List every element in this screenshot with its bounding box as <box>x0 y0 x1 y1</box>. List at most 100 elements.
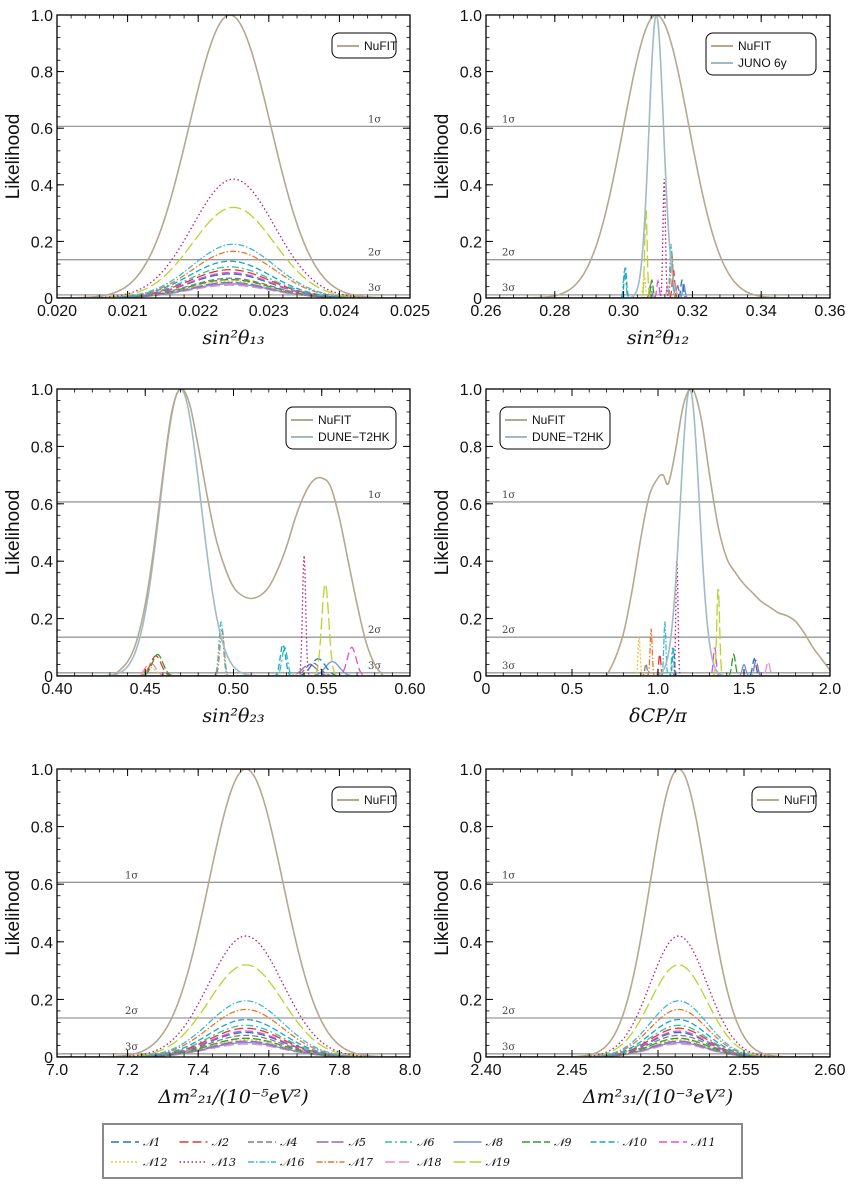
models-legend-label-N10: 𝒩10 <box>623 1136 648 1149</box>
sigma-label-3: 3σ <box>368 661 381 672</box>
y-tick-label: 0.2 <box>31 992 53 1009</box>
legend-entry: DUNE−T2HK <box>532 430 604 444</box>
y-tick-label: 0.8 <box>31 820 53 837</box>
panel-6: 1σ 2σ 3σ2.40 2.45 2.50 2.55 2.60 0 0.2 0.4 0.6 0.8 1… <box>432 762 846 1108</box>
x-tick-label: 0.021 <box>108 303 148 320</box>
model-curve-N13 <box>57 178 410 298</box>
sigma-label-2: 2σ <box>368 625 381 636</box>
y-axis-label: Likelihood <box>432 114 453 200</box>
model-curve-N16 <box>486 1000 830 1057</box>
y-tick-label: 1.0 <box>460 382 482 399</box>
legend-box <box>751 786 817 813</box>
sigma-label-1: 1σ <box>368 490 381 501</box>
plot-frame <box>56 14 411 299</box>
x-tick-label: 0.36 <box>814 303 845 320</box>
y-tick-label: 1.0 <box>460 762 482 779</box>
x-tick-label: 2.40 <box>470 1062 501 1079</box>
legend: NuFIT DUNE−T2HK <box>285 406 397 450</box>
models-legend-label-N19: 𝒩19 <box>486 1156 511 1169</box>
y-tick-label: 0.8 <box>460 439 482 456</box>
legend-entry: NuFIT <box>738 39 772 53</box>
y-axis-label: Likelihood <box>3 114 24 200</box>
model-curve-N17 <box>57 250 410 298</box>
models-legend-label-N13: 𝒩13 <box>212 1156 237 1169</box>
x-tick-label: 0.45 <box>130 681 161 698</box>
x-axis-label: sin²θ₁₂ <box>627 327 689 349</box>
sigma-label-2: 2σ <box>502 1006 515 1017</box>
sigma-label-3: 3σ <box>502 1042 515 1053</box>
model-curve-N2 <box>486 1027 830 1057</box>
legend-box <box>499 406 611 450</box>
x-tick-label: 0.26 <box>470 303 501 320</box>
y-tick-label: 1.0 <box>31 762 53 779</box>
model-curve-N16 <box>57 1000 410 1057</box>
x-tick-label: 7.2 <box>116 1062 138 1079</box>
y-tick-label: 1.0 <box>31 8 53 25</box>
legend-box <box>285 406 397 450</box>
model-curve-N6 <box>57 1024 410 1057</box>
y-tick-label: 0.6 <box>31 877 53 894</box>
x-axis-label: sin²θ₁₃ <box>202 327 264 349</box>
model-curve-N2 <box>486 270 830 298</box>
model-curve-N17 <box>57 626 410 676</box>
sigma-label-3: 3σ <box>502 661 515 672</box>
models-legend-label-N9: 𝒩9 <box>554 1136 572 1149</box>
plot-frame <box>56 768 411 1058</box>
y-tick-label: 0.6 <box>460 121 482 138</box>
x-tick-label: 7.0 <box>46 1062 68 1079</box>
x-tick-label: 7.8 <box>328 1062 350 1079</box>
y-tick-label: 0 <box>44 291 53 308</box>
series-nufit-line <box>486 769 830 1057</box>
model-curve-N17 <box>486 251 830 298</box>
x-tick-label: 0.5 <box>561 681 583 698</box>
legend-entry: DUNE−T2HK <box>318 430 390 444</box>
model-curve-N6 <box>486 270 830 298</box>
models-legend-label-N11: 𝒩11 <box>691 1136 716 1149</box>
x-axis-label: δCP/π <box>629 705 687 727</box>
x-tick-label: 1.5 <box>733 681 755 698</box>
x-tick-label: 7.4 <box>187 1062 209 1079</box>
y-tick-label: 1.0 <box>31 382 53 399</box>
models-legend-label-N18: 𝒩18 <box>417 1156 442 1169</box>
legend: NuFIT JUNO 6y <box>705 32 817 76</box>
sigma-label-1: 1σ <box>502 870 515 881</box>
model-curve-N19 <box>486 210 830 298</box>
y-tick-label: 0.2 <box>31 234 53 251</box>
y-tick-label: 0.6 <box>31 497 53 514</box>
panel-4: 1σ 2σ 3σ 0 0.5 1.0 1.5 2.0 0 0.2 0.4 0.6 0.8 1.0 Likel… <box>432 382 841 727</box>
model-curve-N19 <box>57 206 410 298</box>
sigma-label-2: 2σ <box>502 625 515 636</box>
models-legend: 𝒩1 𝒩2 𝒩4 𝒩5 𝒩6 𝒩8 𝒩9 𝒩10 𝒩11 𝒩12 𝒩13 𝒩16 𝒩17 𝒩18 𝒩19 <box>102 1123 743 1179</box>
x-tick-label: 2.45 <box>556 1062 587 1079</box>
x-tick-label: 0.025 <box>390 303 430 320</box>
models-legend-box <box>102 1123 743 1179</box>
x-tick-label: 0.020 <box>37 303 77 320</box>
x-tick-label: 0.55 <box>306 681 337 698</box>
x-axis-label: Δm²₂₁/(10⁻⁵eV²) <box>157 1086 308 1108</box>
legend: NuFIT DUNE−T2HK <box>499 406 611 450</box>
x-axis-label: Δm²₃₁/(10⁻³eV²) <box>582 1086 733 1108</box>
models-legend-label-N16: 𝒩16 <box>280 1156 305 1169</box>
y-tick-label: 0 <box>44 669 53 686</box>
panel-1: 1σ 2σ 3σ 0.020 0.021 0.022 0.023 0.024 0.025 0 0.2… <box>3 8 430 349</box>
sigma-label-1: 1σ <box>502 490 515 501</box>
legend-entry: JUNO 6y <box>738 56 787 70</box>
x-tick-label: 0.022 <box>178 303 218 320</box>
y-tick-label: 0.4 <box>460 554 482 571</box>
legend-entry: NuFIT <box>364 39 398 53</box>
model-curve-N18 <box>486 284 830 298</box>
y-tick-label: 0 <box>473 669 482 686</box>
models-legend-label-N5: 𝒩5 <box>349 1136 367 1149</box>
y-tick-label: 0.8 <box>31 65 53 82</box>
models-legend-label-N2: 𝒩2 <box>212 1136 230 1149</box>
model-curve-N4 <box>486 283 830 298</box>
y-tick-label: 0.2 <box>460 612 482 629</box>
x-tick-label: 0.60 <box>394 681 425 698</box>
x-tick-label: 2.55 <box>728 1062 759 1079</box>
y-tick-label: 0.4 <box>31 935 53 952</box>
x-axis-label: sin²θ₂₃ <box>202 705 264 727</box>
legend-box <box>705 32 817 76</box>
legend-entry: NuFIT <box>318 413 352 427</box>
legend: NuFIT <box>331 786 398 813</box>
y-tick-label: 0.4 <box>31 178 53 195</box>
